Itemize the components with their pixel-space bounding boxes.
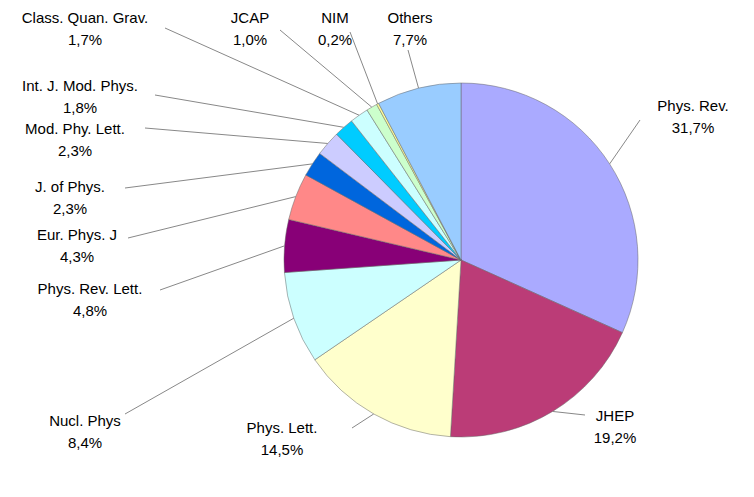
svg-text:Phys. Rev. Lett.4,8%: Phys. Rev. Lett.4,8% <box>38 280 143 319</box>
svg-text:J. of Phys.2,3%: J. of Phys.2,3% <box>35 178 105 217</box>
svg-text:Nucl. Phys8,4%: Nucl. Phys8,4% <box>49 412 121 451</box>
svg-text:Phys. Rev.31,7%: Phys. Rev.31,7% <box>657 97 728 136</box>
svg-text:Phys. Lett.14,5%: Phys. Lett.14,5% <box>247 419 318 458</box>
svg-text:Class. Quan. Grav.1,7%: Class. Quan. Grav.1,7% <box>22 9 148 48</box>
svg-text:JCAP1,0%: JCAP1,0% <box>231 9 269 48</box>
svg-text:Others7,7%: Others7,7% <box>387 9 432 48</box>
svg-text:Int. J. Mod. Phys.1,8%: Int. J. Mod. Phys.1,8% <box>22 77 138 116</box>
svg-text:Mod. Phy. Lett.2,3%: Mod. Phy. Lett.2,3% <box>25 120 125 159</box>
svg-text:JHEP19,2%: JHEP19,2% <box>594 407 637 446</box>
svg-text:NIM0,2%: NIM0,2% <box>318 9 352 48</box>
svg-text:Eur. Phys. J4,3%: Eur. Phys. J4,3% <box>37 226 117 265</box>
